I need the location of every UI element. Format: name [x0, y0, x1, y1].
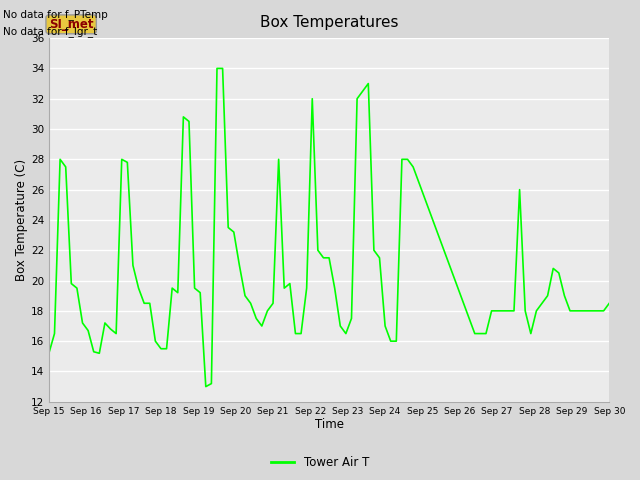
Legend: Tower Air T: Tower Air T: [266, 452, 374, 474]
Title: Box Temperatures: Box Temperatures: [260, 15, 398, 30]
Text: No data for f_lgr_t: No data for f_lgr_t: [3, 25, 97, 36]
Y-axis label: Box Temperature (C): Box Temperature (C): [15, 159, 28, 281]
Text: No data for f_PTemp: No data for f_PTemp: [3, 9, 108, 20]
Text: SI_met: SI_met: [49, 18, 93, 31]
X-axis label: Time: Time: [315, 419, 344, 432]
